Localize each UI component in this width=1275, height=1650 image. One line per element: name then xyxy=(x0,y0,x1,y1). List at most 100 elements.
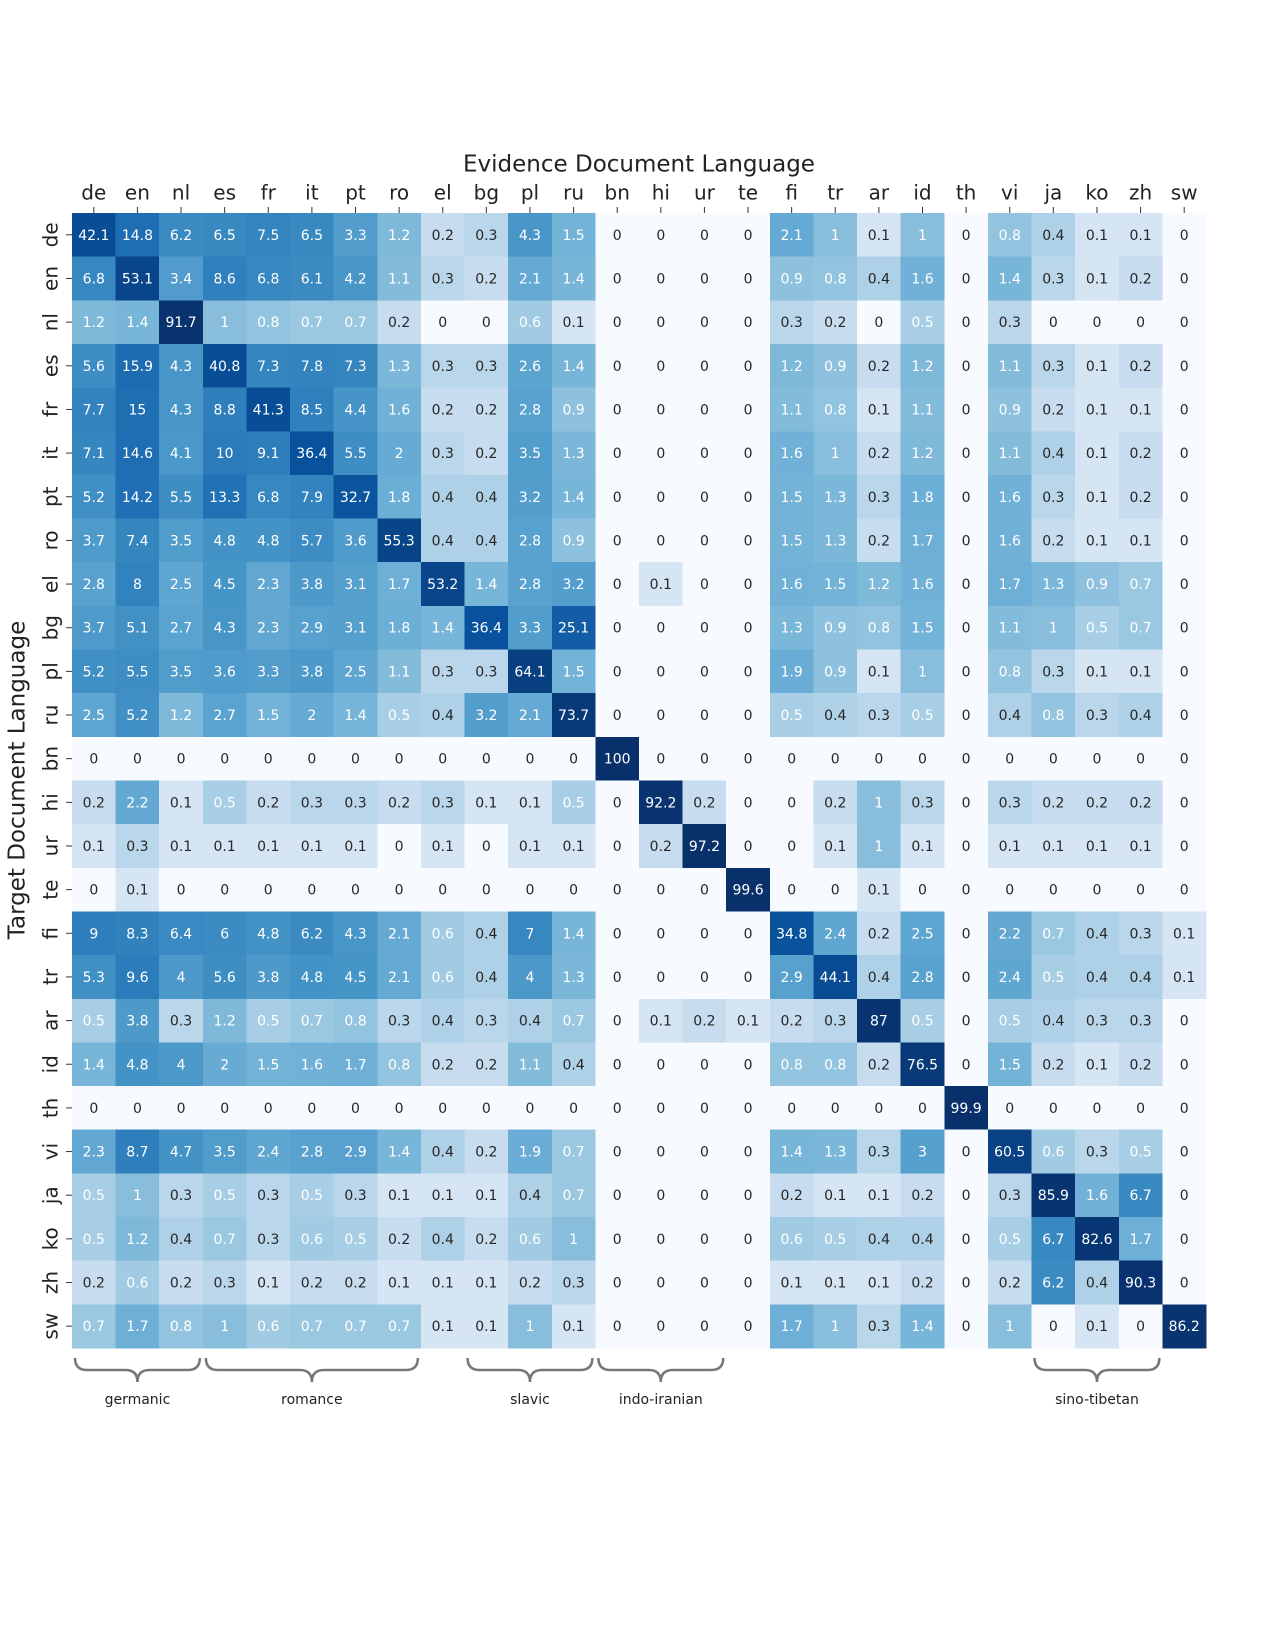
cell xyxy=(900,387,945,432)
cell-label: 1.1 xyxy=(781,402,803,418)
cell xyxy=(595,256,640,301)
cell xyxy=(464,1173,509,1218)
cell-label: 0.5 xyxy=(781,708,803,724)
cell xyxy=(682,518,727,563)
cell xyxy=(987,1042,1033,1087)
cell xyxy=(290,562,335,607)
cell-label: 3.5 xyxy=(214,1145,236,1161)
cell-label: 0.2 xyxy=(999,1276,1021,1292)
cell xyxy=(115,562,160,607)
cell-label: 0.2 xyxy=(388,795,410,811)
cell xyxy=(769,1217,814,1262)
cell xyxy=(1075,824,1120,869)
cell xyxy=(900,824,945,869)
cell xyxy=(290,256,335,301)
cell xyxy=(813,562,858,607)
x-tick-label: ro xyxy=(389,181,409,205)
cell xyxy=(72,955,117,1000)
cell xyxy=(1031,474,1076,520)
cell-label: 5.5 xyxy=(344,446,366,462)
cell xyxy=(159,693,204,738)
cell xyxy=(726,867,771,912)
cell xyxy=(464,649,509,694)
cell xyxy=(595,1086,640,1131)
cell-label: 0.3 xyxy=(824,1014,846,1030)
cell xyxy=(1118,300,1163,345)
cell xyxy=(377,693,422,738)
cell-label: 0.3 xyxy=(432,446,454,462)
cell xyxy=(1075,1173,1120,1218)
cell-label: 0 xyxy=(962,1014,971,1030)
cell-label: 0.6 xyxy=(432,926,454,942)
cell-label: 13.3 xyxy=(209,490,240,506)
cell-label: 0.3 xyxy=(1042,359,1064,375)
cell-label: 1.5 xyxy=(781,533,803,549)
cell xyxy=(202,300,247,345)
cell xyxy=(377,649,422,694)
cell xyxy=(1118,1304,1163,1349)
cell-label: 0 xyxy=(700,1232,709,1248)
cell xyxy=(464,1042,509,1087)
cell-label: 0.4 xyxy=(824,708,846,724)
cell-label: 0 xyxy=(526,1101,535,1117)
cell-label: 2.1 xyxy=(388,970,410,986)
cell-label: 0 xyxy=(700,1057,709,1073)
cell-label: 0.3 xyxy=(1129,926,1151,942)
cell xyxy=(551,824,596,869)
cell xyxy=(333,736,378,781)
cell-label: 0.4 xyxy=(170,1232,192,1248)
cell-label: 0 xyxy=(1180,271,1189,287)
cell xyxy=(159,824,204,869)
cell-label: 0 xyxy=(962,446,971,462)
cell-label: 1.6 xyxy=(781,446,803,462)
cell xyxy=(551,1304,596,1349)
cell xyxy=(1118,1042,1163,1087)
cell-label: 0.3 xyxy=(868,1145,890,1161)
cell-label: 6.7 xyxy=(1042,1232,1064,1248)
cell-label: 0 xyxy=(395,839,404,855)
cell xyxy=(595,1129,640,1174)
cell xyxy=(1075,1260,1120,1305)
cell xyxy=(595,387,640,432)
cell-label: 4 xyxy=(526,970,535,986)
cell xyxy=(1162,649,1207,694)
cell-label: 0 xyxy=(962,271,971,287)
cell-label: 0.3 xyxy=(1129,1014,1151,1030)
cell-label: 0.6 xyxy=(126,1276,148,1292)
cell xyxy=(1118,736,1163,781)
cell-label: 0 xyxy=(700,402,709,418)
cell-label: 0 xyxy=(1136,1101,1145,1117)
cell-label: 0 xyxy=(482,883,491,899)
cell xyxy=(857,562,902,607)
cell xyxy=(420,1217,466,1262)
cell-label: 0 xyxy=(962,402,971,418)
y-tick-label: de xyxy=(39,222,63,247)
cell-label: 1.5 xyxy=(562,228,584,244)
cell-label: 0 xyxy=(1180,1145,1189,1161)
cell xyxy=(1118,256,1163,301)
cell-label: 0 xyxy=(1180,228,1189,244)
cell-label: 0.5 xyxy=(214,795,236,811)
cell xyxy=(813,1304,858,1349)
cell xyxy=(987,1129,1033,1174)
cell xyxy=(639,780,684,825)
cell xyxy=(551,998,596,1043)
cell xyxy=(726,1304,771,1349)
cell-label: 2.4 xyxy=(824,926,846,942)
cell-label: 0.2 xyxy=(693,795,715,811)
cell xyxy=(857,911,902,956)
cell-label: 0 xyxy=(656,315,665,331)
cell xyxy=(1118,824,1163,869)
cell xyxy=(857,474,902,520)
cell-label: 0 xyxy=(1180,577,1189,593)
cell xyxy=(944,1086,989,1131)
cell-label: 7.7 xyxy=(83,402,105,418)
cell-label: 0 xyxy=(656,228,665,244)
cell-label: 2.5 xyxy=(344,664,366,680)
y-tick-label: pl xyxy=(39,662,63,680)
cell xyxy=(682,1260,727,1305)
cell-label: 0 xyxy=(482,839,491,855)
cell-label: 8.3 xyxy=(126,926,148,942)
cell xyxy=(1118,1173,1163,1218)
